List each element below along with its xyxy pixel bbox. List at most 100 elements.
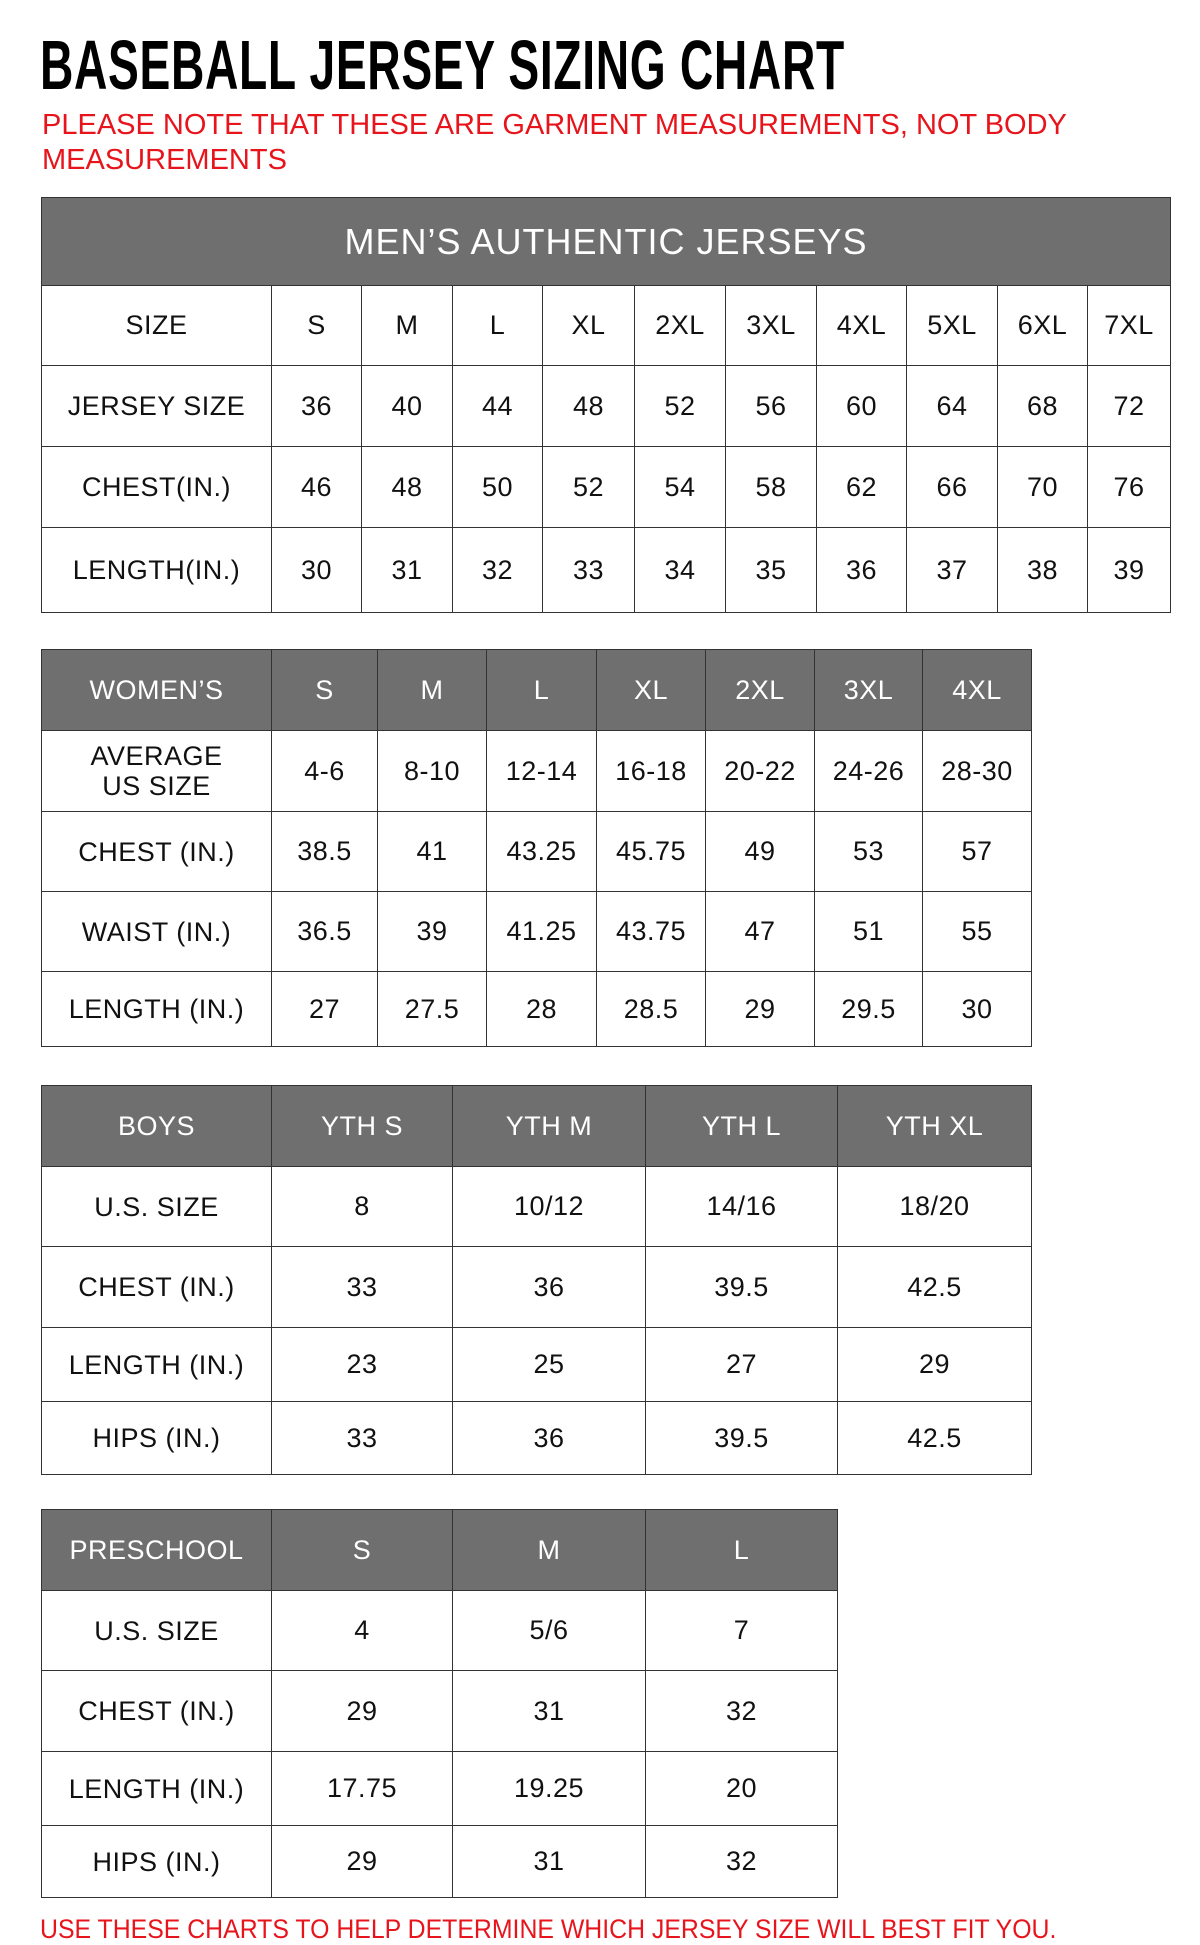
table-row: CHEST(IN.) 46 48 50 52 54 58 62 66 70 76 bbox=[41, 446, 1172, 528]
table-cell: 43.25 bbox=[486, 811, 597, 892]
column-header: L bbox=[452, 285, 543, 366]
table-row: HIPS (IN.) 33 36 39.5 42.5 bbox=[41, 1401, 1032, 1475]
table-cell: 20-22 bbox=[705, 730, 815, 812]
row-label: CHEST (IN.) bbox=[41, 1246, 272, 1328]
table-cell: 49 bbox=[705, 811, 815, 892]
table-cell: 29 bbox=[271, 1825, 453, 1898]
header-row: PRESCHOOL S M L bbox=[41, 1509, 838, 1591]
table-row: CHEST (IN.) 29 31 32 bbox=[41, 1670, 838, 1752]
table-row: AVERAGE US SIZE 4-6 8-10 12-14 16-18 20-22 24-… bbox=[41, 730, 1032, 812]
garment-note: PLEASE NOTE THAT THESE ARE GARMENT MEASU… bbox=[42, 109, 1067, 176]
column-header: M bbox=[377, 649, 487, 731]
row-label: AVERAGE US SIZE bbox=[41, 730, 272, 812]
table-cell: 48 bbox=[361, 446, 453, 528]
table-cell: 64 bbox=[906, 365, 998, 447]
column-header: 2XL bbox=[705, 649, 815, 731]
row-label-header: SIZE bbox=[41, 285, 272, 366]
column-header: YTH S bbox=[271, 1085, 453, 1167]
table-cell: 28-30 bbox=[922, 730, 1032, 812]
column-header: YTH M bbox=[452, 1085, 646, 1167]
table-cell: 39.5 bbox=[645, 1401, 838, 1475]
table-row: CHEST (IN.) 38.5 41 43.25 45.75 49 53 57 bbox=[41, 811, 1032, 892]
header-row: WOMEN’S S M L XL 2XL 3XL 4XL bbox=[41, 649, 1032, 731]
table-cell: 56 bbox=[725, 365, 817, 447]
column-header: 3XL bbox=[814, 649, 923, 731]
column-header: 4XL bbox=[816, 285, 907, 366]
table-row: LENGTH (IN.) 17.75 19.25 20 bbox=[41, 1751, 838, 1826]
table-cell: 30 bbox=[271, 527, 362, 613]
womens-size-table: WOMEN’S S M L XL 2XL 3XL 4XL AVERAGE US SIZE 4-6 8… bbox=[41, 649, 1032, 1047]
table-cell: 57 bbox=[922, 811, 1032, 892]
table-cell: 32 bbox=[645, 1825, 838, 1898]
row-label: U.S. SIZE bbox=[41, 1590, 272, 1671]
column-header: M bbox=[452, 1509, 646, 1591]
table-cell: 29 bbox=[705, 971, 815, 1047]
table-cell: 43.75 bbox=[596, 891, 706, 972]
row-label: HIPS (IN.) bbox=[41, 1401, 272, 1475]
table-cell: 35 bbox=[725, 527, 817, 613]
column-header: 3XL bbox=[725, 285, 817, 366]
table-cell: 58 bbox=[725, 446, 817, 528]
table-cell: 25 bbox=[452, 1327, 646, 1402]
table-cell: 31 bbox=[452, 1825, 646, 1898]
table-cell: 8-10 bbox=[377, 730, 487, 812]
row-label: LENGTH (IN.) bbox=[41, 1751, 272, 1826]
table-cell: 54 bbox=[634, 446, 726, 528]
table-row: LENGTH(IN.) 30 31 32 33 34 35 36 37 38 39 bbox=[41, 527, 1172, 613]
row-label-header: PRESCHOOL bbox=[41, 1509, 272, 1591]
table-cell: 12-14 bbox=[486, 730, 597, 812]
table-cell: 48 bbox=[542, 365, 635, 447]
table-cell: 33 bbox=[271, 1246, 453, 1328]
table-cell: 4 bbox=[271, 1590, 453, 1671]
table-cell: 60 bbox=[816, 365, 907, 447]
column-header: 4XL bbox=[922, 649, 1032, 731]
table-cell: 42.5 bbox=[837, 1401, 1032, 1475]
table-cell: 62 bbox=[816, 446, 907, 528]
table-cell: 4-6 bbox=[271, 730, 378, 812]
row-label-header: WOMEN’S bbox=[41, 649, 272, 731]
row-label: HIPS (IN.) bbox=[41, 1825, 272, 1898]
row-label: JERSEY SIZE bbox=[41, 365, 272, 447]
column-header: L bbox=[645, 1509, 838, 1591]
column-header: 2XL bbox=[634, 285, 726, 366]
table-cell: 44 bbox=[452, 365, 543, 447]
table-cell: 24-26 bbox=[814, 730, 923, 812]
table-cell: 41 bbox=[377, 811, 487, 892]
table-row: WAIST (IN.) 36.5 39 41.25 43.75 47 51 55 bbox=[41, 891, 1032, 972]
table-cell: 37 bbox=[906, 527, 998, 613]
table-cell: 55 bbox=[922, 891, 1032, 972]
column-header: S bbox=[271, 1509, 453, 1591]
table-row: U.S. SIZE 4 5/6 7 bbox=[41, 1590, 838, 1671]
table-cell: 18/20 bbox=[837, 1166, 1032, 1247]
table-cell: 34 bbox=[634, 527, 726, 613]
footer-note: USE THESE CHARTS TO HELP DETERMINE WHICH… bbox=[40, 1914, 1057, 1944]
preschool-size-table: PRESCHOOL S M L U.S. SIZE 4 5/6 7 CHEST (IN.) 29 3… bbox=[41, 1509, 838, 1898]
row-label: WAIST (IN.) bbox=[41, 891, 272, 972]
column-header: L bbox=[486, 649, 597, 731]
table-cell: 14/16 bbox=[645, 1166, 838, 1247]
table-cell: 36.5 bbox=[271, 891, 378, 972]
table-row: LENGTH (IN.) 27 27.5 28 28.5 29 29.5 30 bbox=[41, 971, 1032, 1047]
table-cell: 36 bbox=[271, 365, 362, 447]
table-cell: 50 bbox=[452, 446, 543, 528]
table-cell: 46 bbox=[271, 446, 362, 528]
table-cell: 19.25 bbox=[452, 1751, 646, 1826]
table-cell: 52 bbox=[634, 365, 726, 447]
boys-size-table: BOYS YTH S YTH M YTH L YTH XL U.S. SIZE 8 10/12… bbox=[41, 1085, 1032, 1475]
row-label: LENGTH(IN.) bbox=[41, 527, 272, 613]
table-cell: 27.5 bbox=[377, 971, 487, 1047]
table-cell: 45.75 bbox=[596, 811, 706, 892]
table-row: CHEST (IN.) 33 36 39.5 42.5 bbox=[41, 1246, 1032, 1328]
table-cell: 16-18 bbox=[596, 730, 706, 812]
row-label: CHEST (IN.) bbox=[41, 1670, 272, 1752]
table-cell: 36 bbox=[816, 527, 907, 613]
column-header: YTH L bbox=[645, 1085, 838, 1167]
table-cell: 39.5 bbox=[645, 1246, 838, 1328]
column-header: S bbox=[271, 649, 378, 731]
table-cell: 7 bbox=[645, 1590, 838, 1671]
table-row: U.S. SIZE 8 10/12 14/16 18/20 bbox=[41, 1166, 1032, 1247]
table-cell: 27 bbox=[271, 971, 378, 1047]
table-cell: 17.75 bbox=[271, 1751, 453, 1826]
table-cell: 38.5 bbox=[271, 811, 378, 892]
header-row: SIZE S M L XL 2XL 3XL 4XL 5XL 6XL 7XL bbox=[41, 285, 1172, 366]
